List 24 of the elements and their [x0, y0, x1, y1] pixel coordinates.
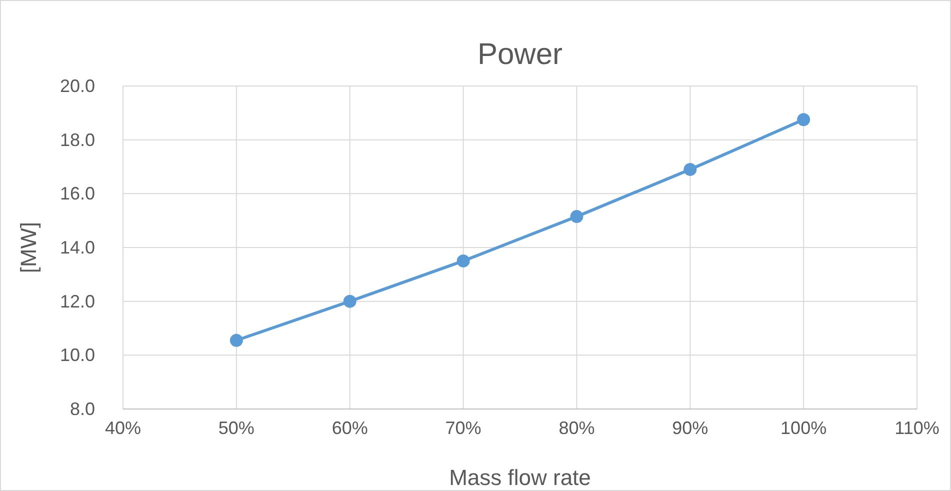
- y-tick-label: 18.0: [60, 130, 95, 150]
- y-tick-label: 14.0: [60, 238, 95, 258]
- y-tick-label: 12.0: [60, 291, 95, 312]
- point: [343, 294, 356, 308]
- x-axis-title: Mass flow rate: [449, 465, 591, 490]
- x-tick-label: 70%: [445, 418, 482, 438]
- point: [684, 162, 697, 176]
- y-tick-label: 10.0: [60, 345, 95, 366]
- x-tick-label: 110%: [894, 418, 940, 438]
- x-tick-label: 50%: [218, 418, 254, 438]
- point: [797, 113, 810, 126]
- y-tick-label: 16.0: [60, 184, 95, 204]
- point: [230, 334, 243, 347]
- x-tick-label: 40%: [104, 418, 142, 438]
- y-tick-label: 8.0: [70, 399, 95, 419]
- point: [456, 254, 470, 268]
- x-tick-label: 80%: [558, 418, 595, 438]
- x-tick-label: 100%: [780, 418, 827, 438]
- x-tick-label: 90%: [672, 418, 708, 438]
- chart-title: Power: [477, 38, 563, 71]
- y-axis-title: [MW]: [16, 222, 41, 274]
- y-tick-label: 20.0: [60, 76, 95, 96]
- point: [570, 210, 584, 224]
- x-tick-label: 60%: [332, 418, 368, 438]
